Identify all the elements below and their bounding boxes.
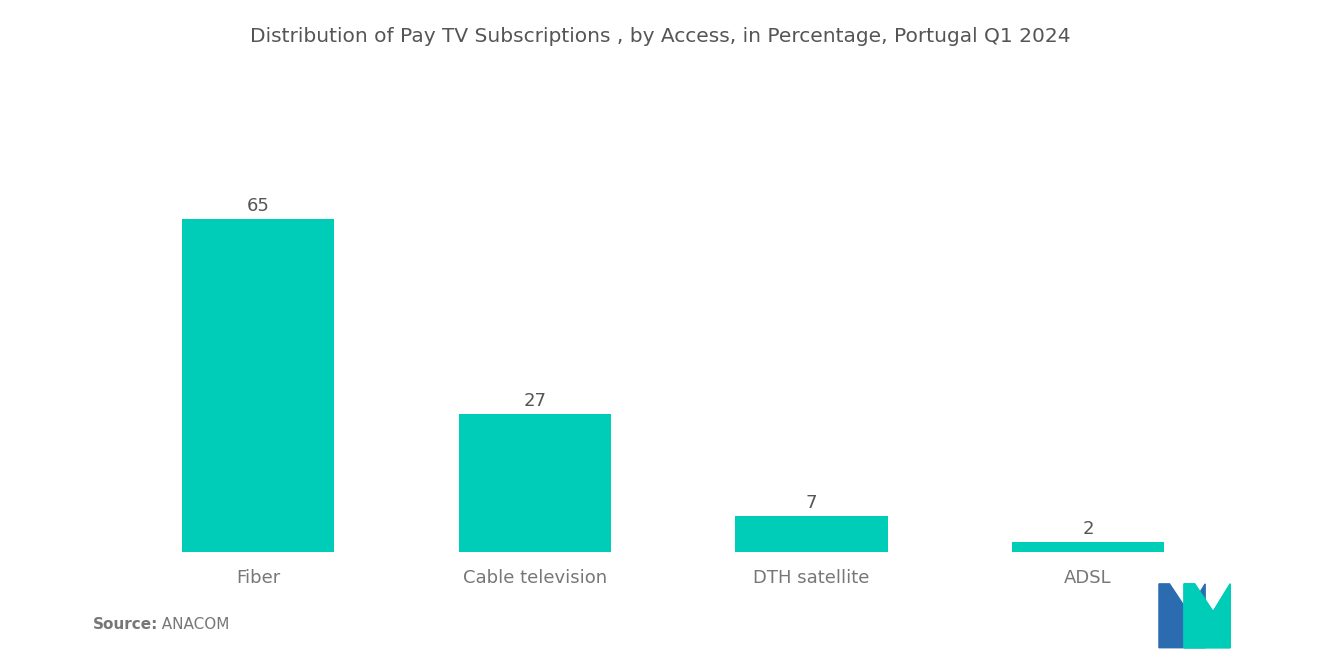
Bar (459, 414, 611, 552)
Text: 7: 7 (805, 494, 817, 512)
Bar (735, 516, 887, 552)
Bar (1012, 542, 1164, 552)
Text: Distribution of Pay TV Subscriptions , by Access, in Percentage, Portugal Q1 202: Distribution of Pay TV Subscriptions , b… (249, 27, 1071, 46)
Polygon shape (1184, 584, 1230, 648)
Text: ANACOM: ANACOM (152, 616, 230, 632)
Polygon shape (1184, 584, 1230, 648)
Text: 2: 2 (1082, 519, 1094, 537)
Bar (182, 219, 334, 552)
Text: Source:: Source: (92, 616, 158, 632)
Text: 65: 65 (247, 198, 269, 215)
Text: 27: 27 (524, 392, 546, 410)
Polygon shape (1159, 584, 1205, 648)
